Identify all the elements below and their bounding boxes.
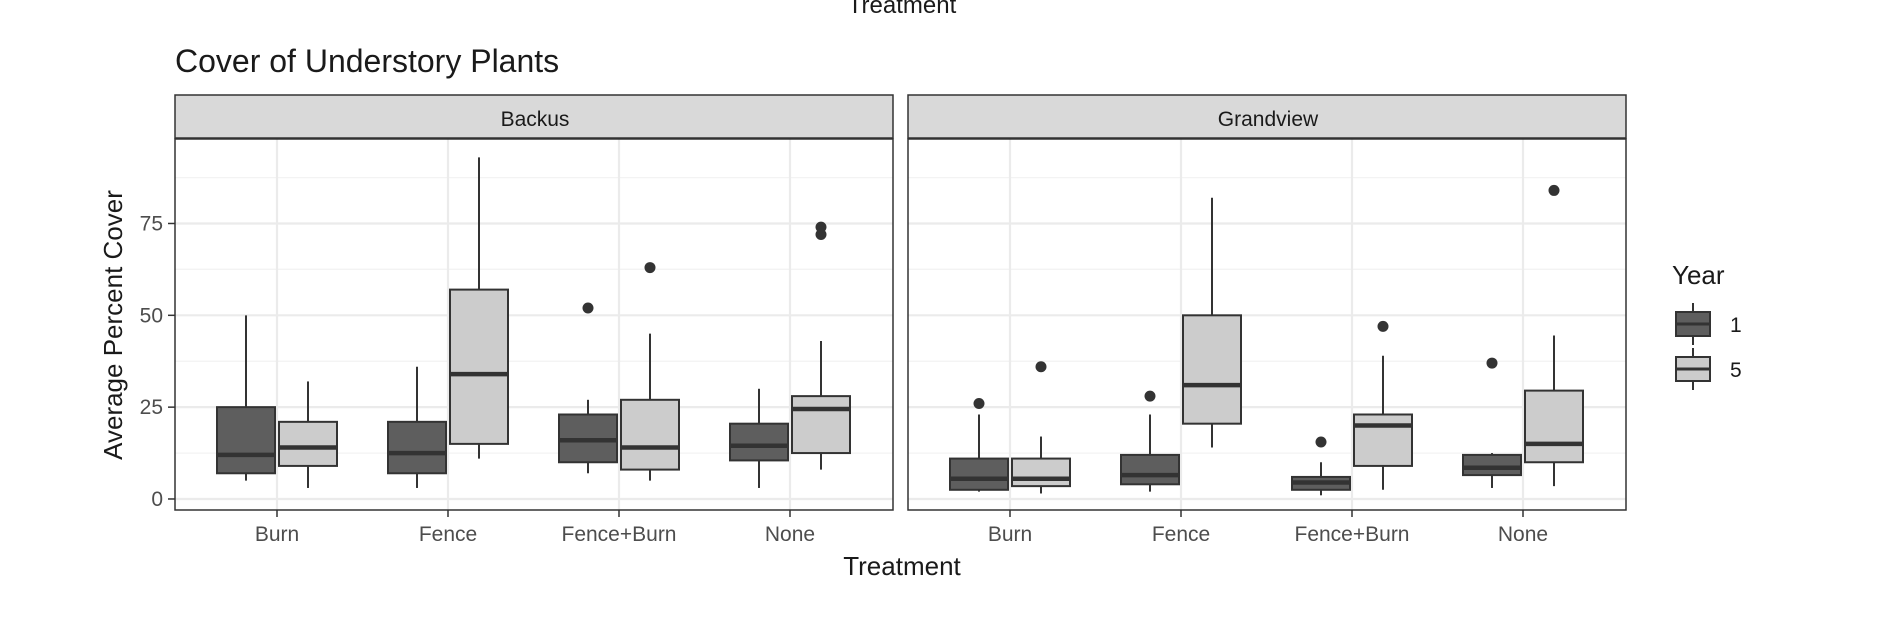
box-body (1354, 414, 1412, 465)
x-tick-label: Burn (255, 523, 299, 546)
cropped-top-axis-label: Treatment (848, 0, 957, 19)
outlier-point (1487, 358, 1498, 369)
x-tick-label: None (765, 523, 815, 546)
box-body (279, 422, 337, 466)
y-tick-label: 25 (140, 396, 163, 419)
outlier-point (974, 398, 985, 409)
outlier-point (1036, 361, 1047, 372)
box-body (217, 407, 275, 473)
legend-item-year-1: 1 (1676, 303, 1742, 345)
facet-panel-grandview: Burn Fence Fence+Burn None (908, 95, 1626, 546)
box-body (621, 400, 679, 470)
y-axis-title: Average Percent Cover (98, 190, 128, 460)
outlier-point (1549, 185, 1560, 196)
y-tick-label: 50 (140, 304, 163, 327)
x-axis-title: Treatment (843, 551, 961, 581)
box-body (730, 424, 788, 461)
x-tick-label: Fence+Burn (1295, 523, 1410, 546)
facet-strip-label-grandview: Grandview (1218, 108, 1319, 131)
box-body (1463, 455, 1521, 475)
box-body (1525, 391, 1583, 463)
x-tick-label: None (1498, 523, 1548, 546)
outlier-point (1316, 437, 1327, 448)
legend-item-year-5: 5 (1676, 348, 1742, 390)
legend-label: 1 (1730, 314, 1742, 337)
box-body (1012, 459, 1070, 487)
legend-label: 5 (1730, 359, 1742, 382)
box-body (450, 290, 508, 444)
facet-strip-label-backus: Backus (501, 108, 570, 131)
x-tick-label: Fence (419, 523, 477, 546)
outlier-point (645, 262, 656, 273)
x-tick-label: Burn (988, 523, 1032, 546)
outlier-point (816, 222, 827, 233)
box-body (1121, 455, 1179, 484)
chart-title: Cover of Understory Plants (175, 43, 559, 79)
box-body (1183, 315, 1241, 423)
outlier-point (1378, 321, 1389, 332)
y-tick-label: 75 (140, 212, 163, 235)
legend-title: Year (1672, 260, 1725, 290)
box-body (792, 396, 850, 453)
x-tick-label: Fence (1152, 523, 1210, 546)
x-tick-label: Fence+Burn (562, 523, 677, 546)
box-body (388, 422, 446, 473)
facet-panel-backus: Burn Fence Fence+Burn None (175, 95, 893, 546)
outlier-point (583, 302, 594, 313)
outlier-point (1145, 391, 1156, 402)
y-tick-label: 0 (151, 488, 163, 511)
box-body (950, 459, 1008, 490)
